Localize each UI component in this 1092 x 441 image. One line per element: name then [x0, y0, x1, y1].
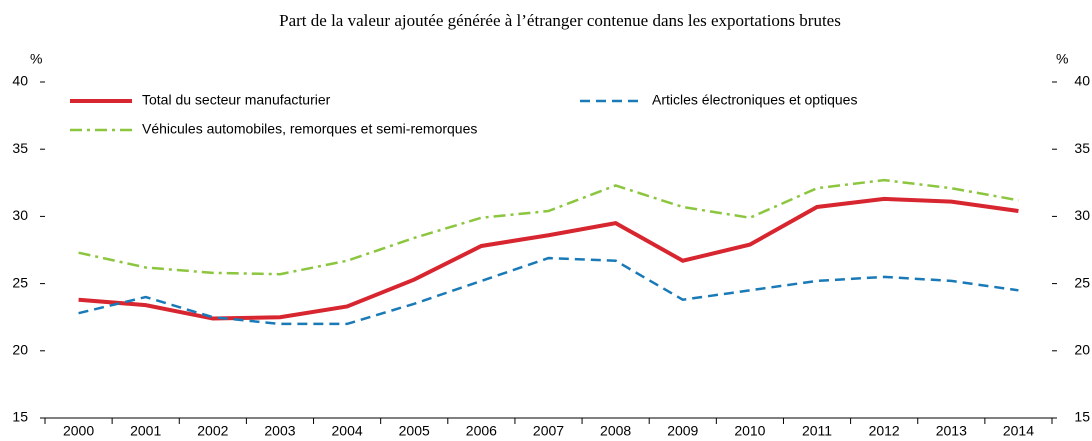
y2-tick-label: 25 [1074, 274, 1090, 290]
x-tick-label: 2000 [63, 423, 94, 439]
x-tick-label: 2003 [264, 423, 295, 439]
line-series [78, 178, 1019, 276]
y2-tick-label: 30 [1074, 207, 1090, 223]
x-tick-label: 2004 [332, 423, 363, 439]
chart-title: Part de la valeur ajoutée générée à l’ét… [279, 11, 841, 30]
x-tick-label: 2014 [1003, 423, 1034, 439]
y2-tick-label: 40 [1074, 73, 1090, 89]
legend-label: Articles électroniques et optiques [652, 92, 857, 108]
line-series [78, 256, 1019, 326]
line-series [78, 196, 1019, 321]
y-tick-label: 15 [12, 409, 28, 425]
x-tick-label: 2010 [734, 423, 765, 439]
y-tick-label: 35 [12, 140, 28, 156]
y-tick-label: 40 [12, 73, 28, 89]
x-tick-label: 2007 [533, 423, 564, 439]
x-tick-label: 2005 [399, 423, 430, 439]
y-tick-label: 20 [12, 342, 28, 358]
x-tick-label: 2002 [197, 423, 228, 439]
x-tick-label: 2009 [667, 423, 698, 439]
y2-tick-label: 35 [1074, 140, 1090, 156]
y2-tick-label: 20 [1074, 342, 1090, 358]
x-tick-label: 2013 [936, 423, 967, 439]
y-unit: % [30, 51, 42, 67]
x-tick-label: 2008 [600, 423, 631, 439]
legend-label: Véhicules automobiles, remorques et semi… [142, 121, 477, 137]
legend-label: Total du secteur manufacturier [142, 92, 331, 108]
y-tick-label: 25 [12, 274, 28, 290]
x-tick-label: 2012 [869, 423, 900, 439]
y-tick-label: 30 [12, 207, 28, 223]
y2-tick-label: 15 [1074, 409, 1090, 425]
x-tick-label: 2001 [130, 423, 161, 439]
x-tick-label: 2006 [466, 423, 497, 439]
x-tick-label: 2011 [802, 423, 832, 439]
y2-unit: % [1056, 51, 1068, 67]
